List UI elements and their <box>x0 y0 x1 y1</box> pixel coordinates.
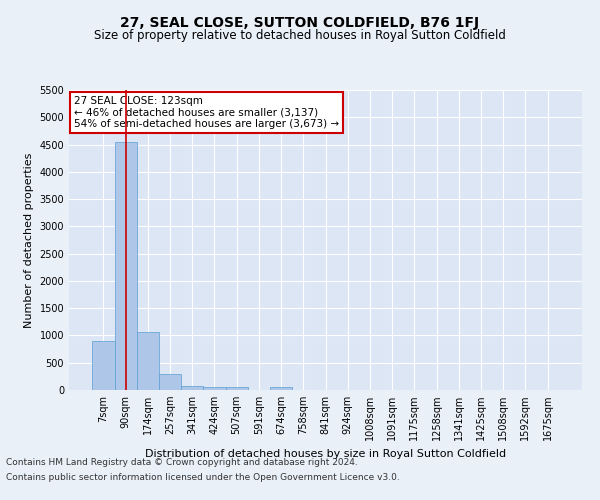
Bar <box>270 386 292 390</box>
Text: Contains HM Land Registry data © Crown copyright and database right 2024.: Contains HM Land Registry data © Crown c… <box>6 458 358 467</box>
Y-axis label: Number of detached properties: Number of detached properties <box>24 152 34 328</box>
Text: Size of property relative to detached houses in Royal Sutton Coldfield: Size of property relative to detached ho… <box>94 28 506 42</box>
Text: Contains public sector information licensed under the Open Government Licence v3: Contains public sector information licen… <box>6 473 400 482</box>
Bar <box>137 332 159 390</box>
Bar <box>203 386 226 390</box>
X-axis label: Distribution of detached houses by size in Royal Sutton Coldfield: Distribution of detached houses by size … <box>145 448 506 458</box>
Bar <box>115 142 137 390</box>
Text: 27 SEAL CLOSE: 123sqm
← 46% of detached houses are smaller (3,137)
54% of semi-d: 27 SEAL CLOSE: 123sqm ← 46% of detached … <box>74 96 339 129</box>
Bar <box>92 341 115 390</box>
Bar <box>159 374 181 390</box>
Bar <box>181 386 203 390</box>
Bar <box>226 386 248 390</box>
Text: 27, SEAL CLOSE, SUTTON COLDFIELD, B76 1FJ: 27, SEAL CLOSE, SUTTON COLDFIELD, B76 1F… <box>121 16 479 30</box>
